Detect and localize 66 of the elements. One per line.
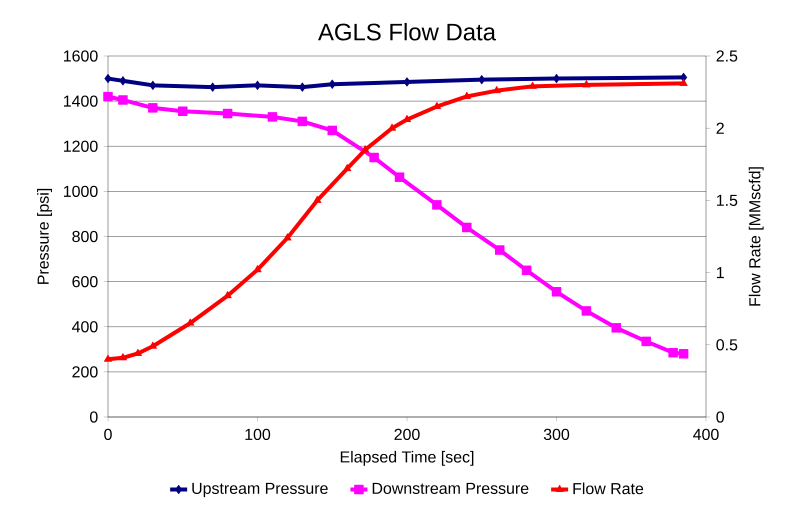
x-tick-label: 200 bbox=[394, 428, 420, 440]
point bbox=[432, 200, 442, 210]
point bbox=[103, 92, 113, 102]
point bbox=[552, 287, 562, 297]
point bbox=[394, 172, 404, 182]
point bbox=[328, 126, 338, 136]
y-tick-label: 1600 bbox=[64, 50, 98, 62]
y-tick-label: 0 bbox=[90, 411, 98, 423]
legend-label: Downstream Pressure bbox=[372, 482, 528, 494]
x-tick-label: 400 bbox=[693, 428, 719, 440]
point bbox=[612, 323, 622, 333]
y-tick-label: 400 bbox=[72, 321, 98, 332]
x-tick-label: 300 bbox=[544, 428, 570, 440]
point bbox=[283, 233, 292, 240]
point bbox=[209, 82, 216, 92]
point bbox=[492, 86, 501, 94]
point bbox=[119, 76, 127, 86]
y-tick-label: 1200 bbox=[64, 140, 98, 152]
y-tick-label: 200 bbox=[72, 366, 98, 378]
point bbox=[462, 222, 472, 232]
point bbox=[298, 116, 308, 126]
y2-tick-label: 0.5 bbox=[716, 339, 738, 350]
point bbox=[552, 74, 560, 84]
point bbox=[118, 353, 128, 360]
point bbox=[522, 266, 532, 276]
y2-tick-label: 1 bbox=[716, 267, 724, 278]
point bbox=[268, 112, 278, 122]
point bbox=[343, 164, 352, 172]
point bbox=[528, 82, 537, 89]
point bbox=[678, 349, 688, 359]
y2-tick-label: 2 bbox=[716, 122, 724, 134]
legend-label: Upstream Pressure bbox=[192, 482, 328, 498]
point bbox=[582, 306, 592, 316]
point bbox=[298, 82, 306, 92]
point bbox=[104, 74, 112, 84]
point bbox=[222, 108, 232, 118]
point bbox=[148, 103, 158, 113]
x-tick-label: 100 bbox=[245, 428, 270, 440]
point bbox=[118, 95, 128, 105]
chart-title: AGLS Flow Data bbox=[318, 22, 496, 41]
point bbox=[478, 74, 486, 84]
y-tick-label: 800 bbox=[72, 230, 98, 242]
x-axis-title: Elapsed Time [sec] bbox=[340, 450, 474, 466]
point bbox=[582, 80, 591, 88]
point bbox=[494, 245, 504, 255]
y-tick-label: 1400 bbox=[64, 95, 98, 107]
y2-axis-title: Flow Rate [MMscfd] bbox=[748, 167, 764, 306]
point bbox=[178, 106, 188, 116]
point bbox=[104, 354, 112, 362]
x-tick-label: 0 bbox=[104, 428, 112, 440]
point bbox=[679, 78, 688, 86]
point bbox=[149, 80, 156, 90]
point bbox=[328, 79, 336, 89]
y2-tick-label: 1.5 bbox=[716, 194, 738, 206]
y2-tick-label: 0 bbox=[716, 411, 724, 423]
point bbox=[360, 145, 370, 152]
y-axis-title: Pressure [psi] bbox=[37, 188, 52, 284]
point bbox=[254, 80, 262, 90]
y-tick-label: 1000 bbox=[64, 186, 98, 198]
point bbox=[369, 152, 379, 162]
legend-label: Flow Rate bbox=[573, 482, 644, 494]
point bbox=[668, 348, 678, 358]
y2-tick-label: 2.5 bbox=[716, 50, 738, 62]
point bbox=[313, 196, 322, 203]
y-tick-label: 600 bbox=[72, 276, 98, 288]
point bbox=[641, 336, 651, 346]
